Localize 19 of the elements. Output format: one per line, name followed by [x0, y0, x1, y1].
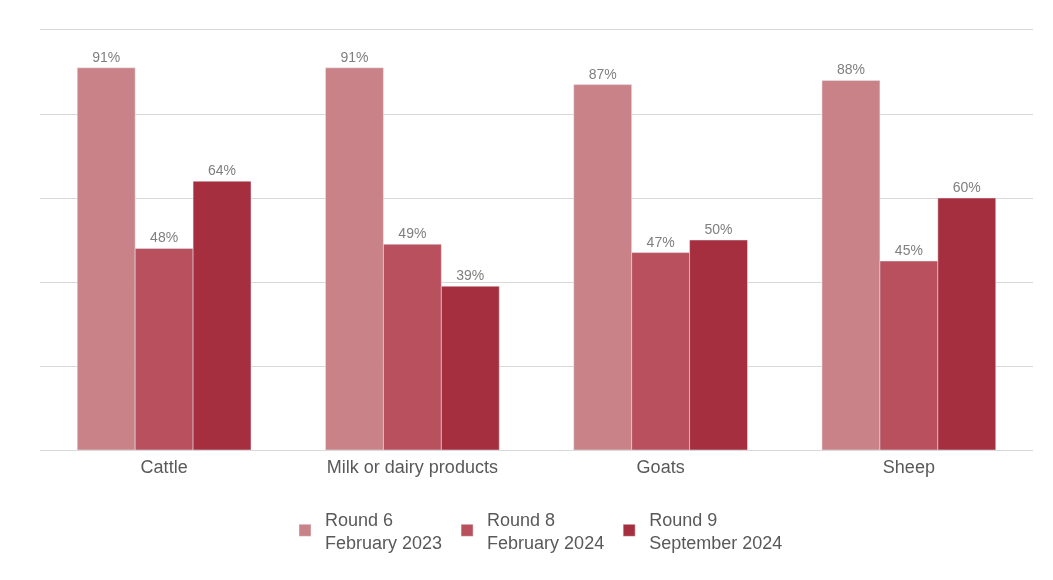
- x-tick-label: Goats: [636, 456, 685, 477]
- legend-label: Round 9 September 2024: [649, 509, 783, 554]
- data-label: 48%: [150, 229, 179, 246]
- data-label: 91%: [340, 48, 369, 65]
- data-label: 88%: [836, 61, 865, 78]
- data-label: 91%: [92, 48, 121, 65]
- x-tick-label: Sheep: [882, 456, 935, 477]
- data-label: 50%: [704, 221, 733, 237]
- x-tick-label: Cattle: [140, 456, 188, 477]
- data-label: 64%: [208, 162, 237, 179]
- legend-label: Round 8 February 2024: [487, 509, 605, 554]
- x-tick-label: Milk or dairy products: [326, 456, 498, 477]
- legend-label: Round 6 February 2023: [325, 509, 443, 554]
- data-label: 39%: [456, 267, 485, 284]
- data-label: 60%: [952, 179, 981, 195]
- data-label: 87%: [588, 65, 617, 82]
- data-label: 47%: [646, 233, 675, 250]
- data-label: 49%: [398, 225, 427, 242]
- data-label: 45%: [894, 242, 923, 258]
